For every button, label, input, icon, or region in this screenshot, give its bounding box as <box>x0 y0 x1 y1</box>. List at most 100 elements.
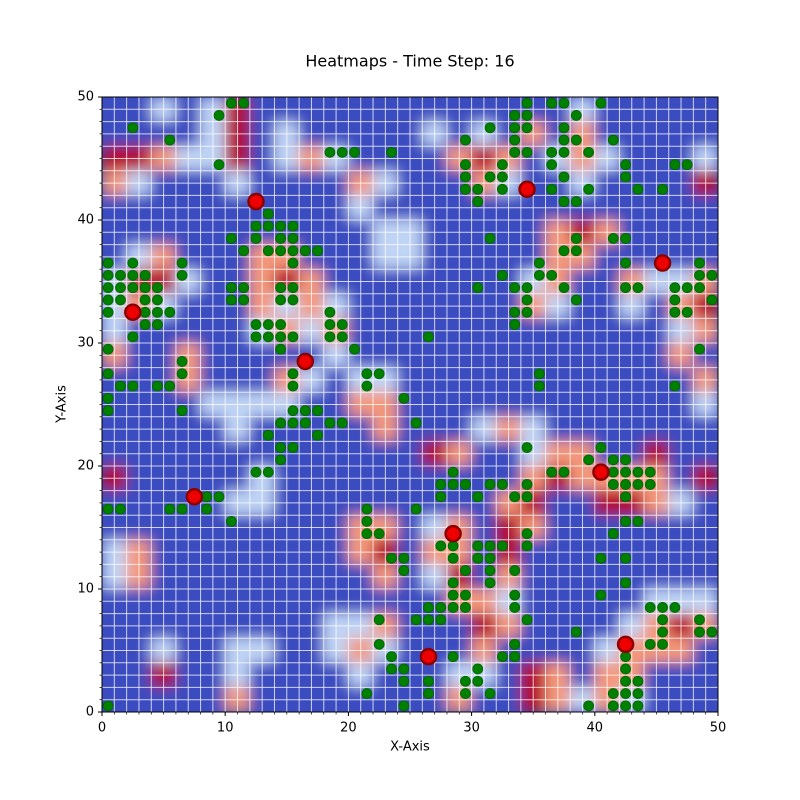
y-tick-label: 50 <box>77 90 94 105</box>
green-point <box>287 257 299 269</box>
green-point <box>509 602 521 613</box>
green-point <box>669 380 681 392</box>
green-point <box>373 528 385 540</box>
green-point <box>509 319 521 330</box>
green-point <box>620 171 631 183</box>
green-point <box>533 380 545 392</box>
green-point <box>706 269 718 281</box>
green-point <box>472 491 484 503</box>
green-point <box>484 171 496 183</box>
green-point <box>484 479 496 490</box>
green-point <box>201 491 213 503</box>
green-point <box>287 220 299 232</box>
green-point <box>164 306 176 318</box>
green-point <box>681 159 693 171</box>
green-point <box>139 319 151 330</box>
green-point <box>570 294 582 306</box>
green-point <box>694 343 705 355</box>
green-point <box>324 146 336 158</box>
green-point <box>509 282 521 294</box>
green-point <box>127 380 139 392</box>
green-point <box>373 368 385 380</box>
green-point <box>275 245 287 257</box>
green-point <box>386 146 397 158</box>
green-point <box>238 282 250 294</box>
green-point <box>435 491 447 503</box>
green-point <box>607 466 619 478</box>
green-point <box>139 294 151 306</box>
green-point <box>620 491 631 503</box>
green-point <box>509 110 521 121</box>
x-tick-label: 10 <box>217 721 234 736</box>
green-point <box>632 466 644 478</box>
green-point <box>287 331 299 343</box>
green-point <box>620 688 631 699</box>
green-point <box>447 577 459 589</box>
green-point <box>620 454 631 466</box>
green-point <box>460 602 471 613</box>
green-point <box>694 269 705 281</box>
green-point <box>509 565 521 576</box>
green-point <box>521 110 533 121</box>
green-point <box>324 331 336 343</box>
green-point <box>657 183 668 195</box>
green-point <box>496 479 508 490</box>
green-point <box>275 282 287 294</box>
green-point <box>484 540 496 552</box>
green-point <box>250 319 262 330</box>
red-point <box>616 635 635 654</box>
green-point <box>324 417 336 429</box>
green-point <box>127 282 139 294</box>
green-point <box>521 540 533 552</box>
green-point <box>595 97 607 109</box>
x-axis-label: X-Axis <box>390 740 430 755</box>
green-point <box>558 122 570 134</box>
plot-area <box>102 97 718 712</box>
green-point <box>127 269 139 281</box>
green-point <box>657 626 668 638</box>
green-point <box>152 380 163 392</box>
green-point <box>287 282 299 294</box>
green-point <box>238 294 250 306</box>
green-point <box>644 638 656 650</box>
green-point <box>423 614 434 626</box>
green-point <box>423 602 434 613</box>
green-point <box>644 602 656 613</box>
green-point <box>447 651 459 663</box>
green-point <box>262 220 274 232</box>
green-point <box>102 700 114 712</box>
green-point <box>447 466 459 478</box>
green-point <box>472 552 484 564</box>
green-point <box>521 122 533 134</box>
green-point <box>595 552 607 564</box>
green-point <box>152 306 163 318</box>
green-point <box>176 405 188 417</box>
green-point <box>299 417 311 429</box>
green-point <box>115 294 126 306</box>
green-point <box>460 565 471 576</box>
green-point <box>509 306 521 318</box>
y-tick-label: 30 <box>77 336 94 351</box>
green-point <box>632 282 644 294</box>
green-point <box>102 306 114 318</box>
red-point <box>518 180 536 198</box>
green-point <box>115 503 126 515</box>
green-point <box>558 171 570 183</box>
green-point <box>238 245 250 257</box>
green-point <box>139 282 151 294</box>
green-point <box>275 220 287 232</box>
green-point <box>681 282 693 294</box>
green-point <box>336 331 348 343</box>
green-point <box>607 454 619 466</box>
green-point <box>262 245 274 257</box>
green-point <box>410 614 422 626</box>
green-point <box>102 282 114 294</box>
green-point <box>275 331 287 343</box>
green-point <box>275 319 287 330</box>
green-point <box>533 368 545 380</box>
green-point <box>447 589 459 601</box>
green-point <box>583 700 595 712</box>
green-point <box>361 503 373 515</box>
green-point <box>620 479 631 490</box>
green-point <box>386 552 397 564</box>
